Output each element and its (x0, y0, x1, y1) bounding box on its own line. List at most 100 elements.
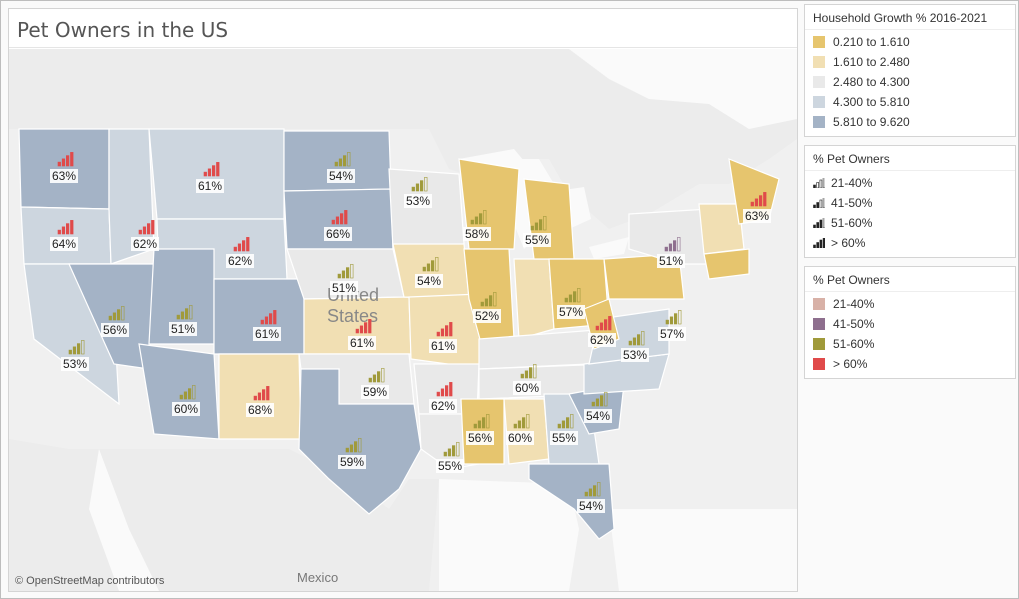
marker-icon (179, 385, 196, 400)
state-marker[interactable]: 55% (550, 414, 578, 445)
state-marker[interactable]: 51% (169, 305, 197, 336)
state-mn[interactable] (388, 168, 465, 250)
state-marker[interactable]: 57% (557, 288, 585, 319)
state-ia[interactable] (392, 243, 470, 300)
state-marker[interactable]: 52% (473, 292, 501, 323)
state-marker[interactable]: 53% (61, 340, 89, 371)
state-ny[interactable] (628, 208, 715, 265)
state-marker[interactable]: 60% (506, 414, 534, 445)
state-marker[interactable]: 62% (429, 382, 457, 413)
marker-label: 57% (660, 327, 684, 341)
dashboard: Pet Owners in the US (8, 8, 798, 592)
state-marker[interactable]: 54% (584, 392, 612, 423)
bars-icon (813, 198, 825, 208)
legend-item[interactable]: 4.300 to 5.810 (805, 92, 1015, 112)
marker-label: 63% (745, 209, 769, 223)
legend-item[interactable]: 21-40% (805, 294, 1015, 314)
state-marker[interactable]: 55% (523, 216, 551, 247)
states-layer[interactable] (18, 128, 780, 540)
bars-icon (179, 385, 196, 400)
marker-label-bg (61, 357, 89, 371)
legend-item[interactable]: 1.610 to 2.480 (805, 52, 1015, 72)
legend-item[interactable]: 51-60% (805, 213, 1015, 233)
state-marker[interactable]: 59% (361, 368, 389, 399)
marker-label-bg (330, 281, 358, 295)
legend-label: 0.210 to 1.610 (833, 35, 910, 49)
map-view[interactable]: United States Mexico 63%61%54%53%64%62%6… (9, 49, 797, 591)
legend-item[interactable]: > 60% (805, 233, 1015, 253)
state-marker[interactable]: 54% (415, 257, 443, 288)
state-marker[interactable]: 61% (429, 322, 457, 353)
legend-items: 0.210 to 1.610 1.610 to 2.480 2.480 to 4.3… (805, 30, 1015, 136)
marker-icon (557, 414, 574, 429)
legend-item[interactable]: > 60% (805, 354, 1015, 374)
marker-label-bg (253, 327, 281, 341)
state-in[interactable] (513, 258, 555, 340)
legend-item[interactable]: 21-40% (805, 173, 1015, 193)
bars-icon (530, 216, 547, 231)
bars-icon (564, 288, 581, 303)
legend-item[interactable]: 41-50% (805, 314, 1015, 334)
state-markers[interactable]: 63% 61% 54% 53% 64% 62% 66% 58% 55% 63% 62% 51% 54% 5… (50, 152, 771, 513)
state-marker[interactable]: 59% (338, 438, 366, 469)
state-marker[interactable]: 53% (621, 331, 649, 362)
legend-item[interactable]: 5.810 to 9.620 (805, 112, 1015, 132)
marker-label: 52% (475, 309, 499, 323)
bars-icon (411, 177, 428, 192)
state-marker[interactable]: 62% (131, 220, 159, 251)
state-marker[interactable]: 58% (463, 210, 491, 241)
state-marker[interactable]: 66% (324, 210, 352, 241)
bars-icon (108, 306, 125, 321)
state-marker[interactable]: 57% (658, 310, 686, 341)
marker-label: 62% (431, 399, 455, 413)
marker-label: 59% (363, 385, 387, 399)
state-marker[interactable]: 54% (577, 482, 605, 513)
state-marker[interactable]: 56% (101, 306, 129, 337)
state-marker[interactable]: 62% (588, 316, 616, 347)
state-marker[interactable]: 51% (657, 237, 685, 268)
state-marker[interactable]: 63% (50, 152, 78, 183)
state-marker[interactable]: 62% (226, 237, 254, 268)
state-marker[interactable]: 64% (50, 220, 78, 251)
state-marker[interactable]: 68% (246, 386, 274, 417)
legend-item[interactable]: 51-60% (805, 334, 1015, 354)
state-wi[interactable] (458, 158, 520, 250)
legend-item[interactable]: 41-50% (805, 193, 1015, 213)
marker-icon (355, 319, 372, 334)
marker-icon (470, 210, 487, 225)
bars-icon (595, 316, 612, 331)
state-fl[interactable] (528, 463, 615, 540)
state-or[interactable] (20, 206, 112, 265)
state-co[interactable] (213, 278, 305, 355)
state-marker[interactable]: 61% (196, 162, 224, 193)
marker-label: 55% (438, 459, 462, 473)
marker-label-bg (657, 254, 685, 268)
bars-icon (443, 442, 460, 457)
state-marker[interactable]: 61% (253, 310, 281, 341)
state-id[interactable] (108, 128, 155, 265)
marker-label-bg (463, 227, 491, 241)
state-marker[interactable]: 63% (743, 192, 771, 223)
state-tx[interactable] (298, 368, 422, 515)
legend-label: 51-60% (833, 337, 875, 351)
bars-icon (513, 414, 530, 429)
map-credit[interactable]: © OpenStreetMap contributors (15, 575, 165, 587)
legend-label: > 60% (831, 236, 866, 250)
state-marker[interactable]: 55% (436, 442, 464, 473)
marker-label: 68% (248, 403, 272, 417)
state-marker[interactable]: 53% (404, 177, 432, 208)
marker-label-bg (324, 227, 352, 241)
us-map[interactable]: United States Mexico 63%61%54%53%64%62%6… (9, 49, 797, 591)
legend-swatch (813, 358, 825, 370)
state-marker[interactable]: 60% (172, 385, 200, 416)
legend-item[interactable]: 0.210 to 1.610 (805, 32, 1015, 52)
state-marker[interactable]: 56% (466, 414, 494, 445)
bars-icon (750, 192, 767, 207)
state-marker[interactable]: 60% (513, 364, 541, 395)
state-marker[interactable]: 54% (327, 152, 355, 183)
legend-item[interactable]: 2.480 to 4.300 (805, 72, 1015, 92)
marker-label: 62% (133, 237, 157, 251)
state-marker[interactable]: 61% (348, 319, 376, 350)
state-marker[interactable]: 51% (330, 264, 358, 295)
state-ma-ct[interactable] (703, 248, 750, 280)
